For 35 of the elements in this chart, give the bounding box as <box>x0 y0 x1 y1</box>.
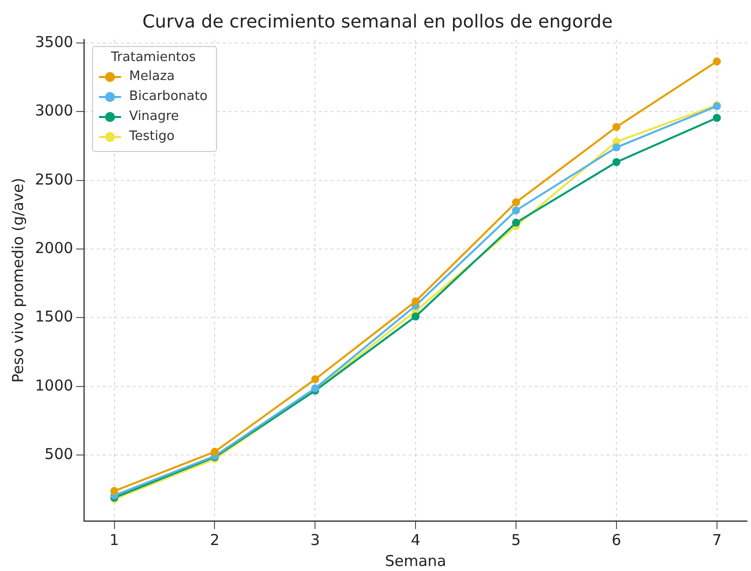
x-tick-label: 5 <box>511 530 521 549</box>
point <box>612 158 620 166</box>
point <box>512 206 520 214</box>
legend-label: Melaza <box>129 69 175 84</box>
x-tick-label: 4 <box>410 530 420 549</box>
y-axis-title: Peso vivo promedio (g/ave) <box>8 178 27 383</box>
point <box>311 375 320 384</box>
legend-label: Bicarbonato <box>129 89 208 104</box>
point <box>712 57 721 66</box>
x-tick-label: 1 <box>110 530 120 549</box>
point <box>712 114 721 122</box>
point <box>512 198 520 206</box>
y-tick-label: 3000 <box>34 102 74 120</box>
y-tick-label: 3500 <box>34 32 74 51</box>
legend-label: Vinagre <box>129 109 179 124</box>
point <box>612 122 620 131</box>
y-tick-label: 500 <box>44 444 74 463</box>
x-tick-label: 7 <box>712 530 722 549</box>
chart-title: Curva de crecimiento semanal en pollos de engorde <box>142 11 613 32</box>
x-tick-label: 3 <box>310 530 320 549</box>
y-tick-label: 2500 <box>34 170 74 188</box>
x-tick-label: 2 <box>210 530 220 549</box>
y-tick-label: 1500 <box>34 308 74 326</box>
x-axis-title: Semana <box>384 552 446 570</box>
point <box>612 143 620 152</box>
y-tick-label: 2000 <box>34 238 74 257</box>
y-tick-label: 1000 <box>34 376 74 394</box>
point <box>110 487 118 496</box>
point <box>512 218 520 227</box>
point <box>412 297 420 306</box>
point <box>412 312 420 320</box>
legend-title: Tratamientos <box>110 50 197 65</box>
legend-label: Testigo <box>129 129 175 144</box>
point <box>210 448 219 456</box>
x-tick-label: 6 <box>612 530 622 549</box>
